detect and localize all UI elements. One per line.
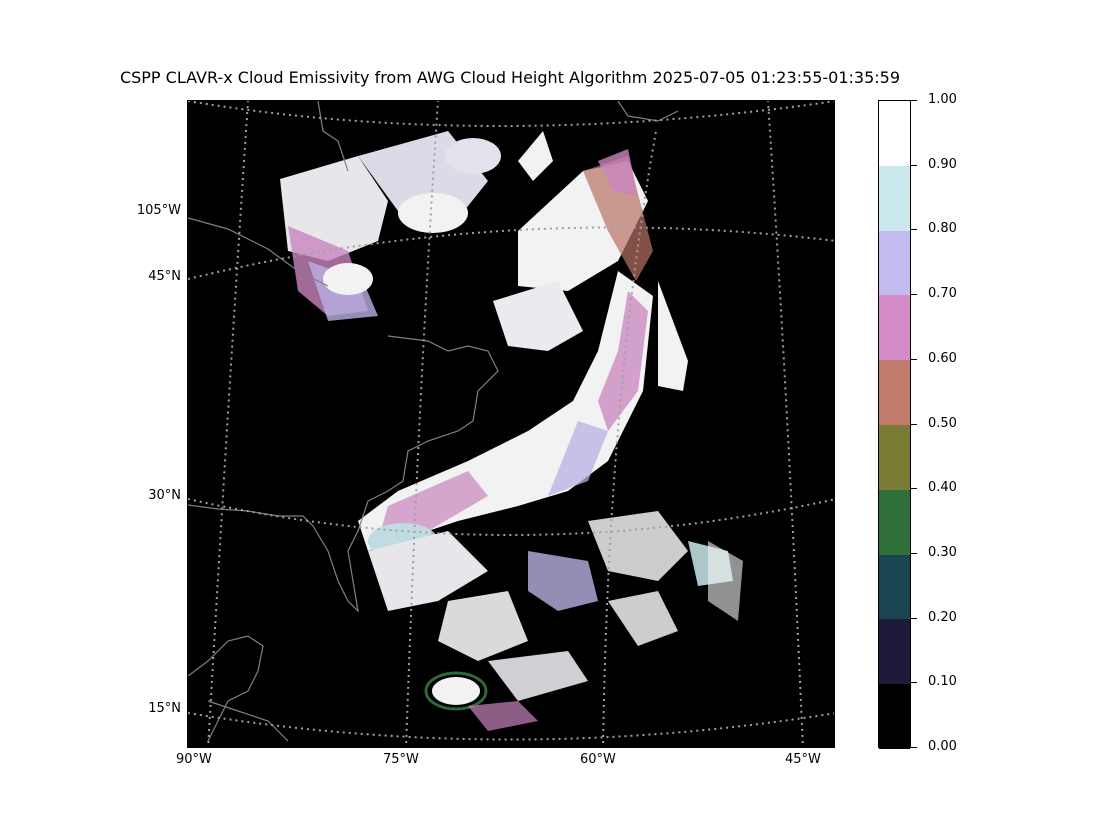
map-panel	[187, 100, 835, 748]
colorbar-tick-mark	[911, 100, 917, 101]
lon-label-60w: 60°W	[580, 752, 616, 767]
chart-title: CSPP CLAVR-x Cloud Emissivity from AWG C…	[119, 68, 901, 87]
colorbar-tick-label: 0.40	[928, 480, 957, 496]
lat-label-15n: 15°N	[148, 701, 181, 716]
map-canvas	[188, 101, 834, 747]
colorbar-tick-label: 0.30	[928, 544, 957, 560]
colorbar-segment	[879, 360, 910, 426]
colorbar-tick-mark	[911, 229, 917, 231]
colorbar-tick-label: 0.00	[928, 739, 957, 754]
colorbar-tick-label: 0.20	[928, 609, 957, 625]
colorbar-segment	[879, 554, 910, 620]
colorbar-segment	[879, 165, 910, 232]
lon-label-75w: 75°W	[383, 752, 419, 767]
colorbar-tick-mark	[911, 423, 917, 425]
colorbar	[878, 100, 911, 750]
colorbar-tick-label: 0.70	[928, 286, 957, 302]
colorbar-segment	[879, 295, 910, 361]
satellite-swath	[276, 119, 743, 747]
colorbar-segment	[879, 684, 910, 750]
colorbar-tick-mark	[911, 682, 917, 684]
colorbar-tick-label: 0.50	[928, 415, 957, 431]
colorbar-segment	[879, 619, 910, 685]
colorbar-tick-label: 0.10	[928, 674, 957, 690]
colorbar-segment	[879, 230, 910, 296]
colorbar-tick-label: 1.00	[928, 92, 957, 107]
colorbar-tick-mark	[911, 747, 917, 748]
colorbar-tick-mark	[911, 552, 917, 554]
lon-label-105w: 105°W	[136, 203, 181, 218]
lon-label-45w: 45°W	[785, 752, 821, 767]
colorbar-tick-mark	[911, 164, 917, 166]
colorbar-tick-label: 0.80	[928, 221, 957, 237]
lon-label-90w: 90°W	[176, 752, 212, 767]
colorbar-tick-label: 0.90	[928, 156, 957, 172]
colorbar-segment	[879, 489, 910, 556]
lat-label-45n: 45°N	[148, 269, 181, 284]
colorbar-tick-mark	[911, 358, 917, 360]
colorbar-tick-mark	[911, 294, 917, 296]
colorbar-tick-mark	[911, 617, 917, 619]
colorbar-segment	[879, 425, 910, 491]
colorbar-tick-mark	[911, 488, 917, 490]
coastlines	[188, 101, 679, 742]
colorbar-segment	[879, 101, 910, 167]
cloud-features	[280, 131, 743, 731]
lat-label-30n: 30°N	[148, 488, 181, 503]
colorbar-tick-label: 0.60	[928, 350, 957, 366]
graticule	[188, 101, 834, 747]
